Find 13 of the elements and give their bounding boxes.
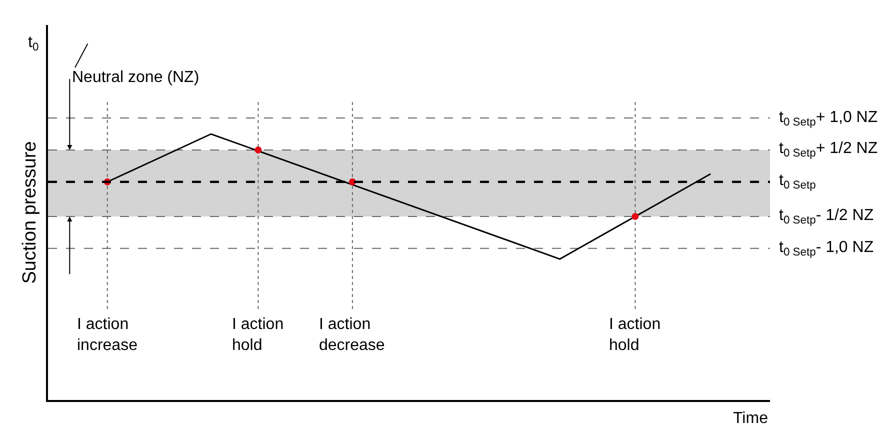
y-axis-title: Suction pressure (20, 141, 41, 284)
ref-line-label: t$_{0 Setp}$ (779, 172, 816, 192)
x-tick-label: I action hold (609, 316, 661, 354)
ref-line-label: t$_{0 Setp}$- 1,0 NZ (779, 239, 874, 258)
ref-line-label: t$_{0 Setp}$- 1/2 NZ (779, 207, 874, 226)
x-tick-label: I action decrease (319, 316, 385, 354)
x-axis-title: Time (733, 410, 768, 427)
x-tick-label: I action increase (77, 316, 138, 354)
text: Neutral zone (NZ) (72, 69, 200, 86)
ref-line-label: t$_{0 Setp}$+ 1/2 NZ (779, 140, 878, 160)
x-tick-label: I action hold (232, 316, 284, 354)
text: t$_{0}$ (28, 34, 39, 54)
ref-line-label: t$_{0 Setp}$+ 1,0 NZ (779, 109, 878, 128)
